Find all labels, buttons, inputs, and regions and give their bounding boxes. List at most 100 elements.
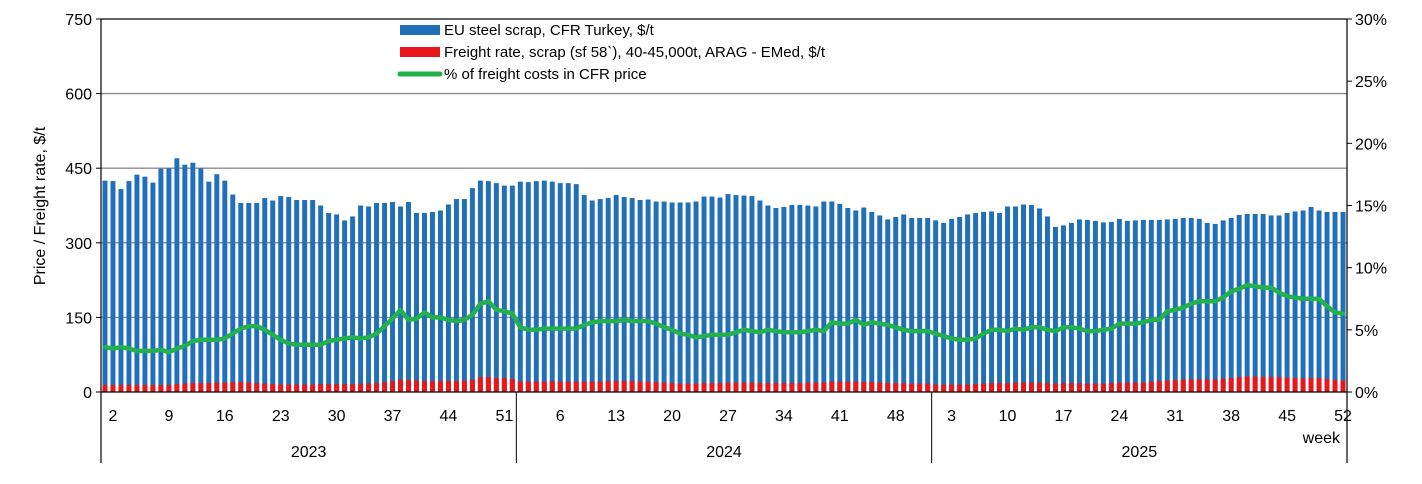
freight-rate-bar [126, 385, 132, 392]
scrap-price-bar [853, 210, 859, 392]
freight-rate-bar [997, 383, 1003, 392]
scrap-price-bar [837, 204, 843, 392]
scrap-price-bar [1212, 223, 1218, 392]
scrap-price-bar [789, 205, 795, 392]
scrap-price-bar [741, 195, 747, 392]
scrap-price-bar [1172, 218, 1178, 392]
scrap-price-bar [366, 206, 372, 392]
freight-rate-bar [781, 383, 787, 392]
scrap-price-bars [102, 158, 1346, 392]
freight-rate-bar [741, 382, 747, 392]
scrap-price-bar [310, 200, 316, 392]
freight-rate-bar [278, 384, 284, 392]
freight-rate-bar [1037, 382, 1042, 392]
x-tick-label: 51 [495, 408, 513, 425]
freight-rate-bar [1284, 377, 1290, 392]
scrap-price-bar [222, 180, 228, 392]
freight-rate-bars [102, 376, 1346, 392]
freight-rate-bar [805, 382, 811, 392]
freight-rate-bar [182, 383, 188, 392]
scrap-price-bar [1244, 213, 1250, 392]
x-tick-label: 13 [607, 408, 625, 425]
scrap-price-bar [198, 168, 204, 392]
freight-rate-bar [1316, 378, 1322, 392]
scrap-price-bar [861, 207, 867, 392]
scrap-price-bar [190, 162, 196, 392]
scrap-price-bar [1332, 211, 1338, 392]
scrap-price-bar [501, 185, 507, 392]
freight-rate-bar [1292, 378, 1298, 392]
scrap-price-bar [781, 206, 787, 392]
scrap-price-bar [557, 183, 563, 392]
freight-rate-bar [709, 383, 715, 392]
scrap-price-bar [1324, 211, 1330, 392]
scrap-price-bar [1236, 214, 1242, 392]
freight-rate-bar [1076, 383, 1082, 392]
freight-rate-bar [406, 380, 411, 392]
freight-rate-bar [246, 382, 252, 392]
scrap-price-bar [1060, 225, 1066, 392]
freight-rate-bar [645, 381, 651, 392]
legend-swatch [400, 25, 440, 35]
freight-rate-bar [445, 381, 451, 392]
freight-rate-bar [989, 383, 995, 392]
x-tick-label: 16 [216, 408, 234, 425]
freight-rate-bar [1052, 383, 1058, 392]
freight-rate-bar [158, 385, 164, 392]
freight-rate-bar [757, 383, 763, 392]
freight-rate-bar [1164, 380, 1170, 392]
scrap-price-bar [1052, 226, 1058, 392]
freight-rate-bar [190, 383, 196, 392]
freight-rate-bar [294, 384, 300, 392]
freight-rate-bar [1092, 383, 1098, 392]
freight-rate-bar [150, 385, 156, 392]
x-tick-label: 44 [440, 408, 458, 425]
x-tick-label: 9 [164, 408, 173, 425]
scrap-price-bar [941, 222, 947, 392]
freight-rate-bar [118, 385, 124, 392]
freight-rate-bar [1156, 381, 1162, 392]
freight-rate-bar [877, 382, 883, 392]
freight-rate-bar [933, 384, 939, 392]
freight-rate-bar [1196, 379, 1202, 392]
scrap-price-bar [477, 180, 483, 392]
freight-rate-bar [901, 383, 907, 392]
freight-rate-bar [917, 383, 923, 392]
year-label: 2023 [291, 444, 327, 461]
freight-rate-bar [318, 384, 324, 392]
freight-rate-bar [374, 383, 380, 392]
x-tick-label: 10 [999, 408, 1017, 425]
scrap-price-bar [453, 199, 459, 392]
scrap-price-bar [725, 194, 731, 392]
scrap-price-bar [238, 203, 244, 392]
scrap-price-bar [406, 202, 411, 392]
freight-rate-bar [1013, 382, 1019, 392]
scrap-price-bar [1068, 222, 1074, 392]
freight-rate-bar [238, 382, 244, 392]
freight-rate-bar [541, 381, 547, 392]
y-tick-label: 0 [83, 385, 92, 402]
freight-rate-bar [1005, 383, 1011, 392]
scrap-price-bar [845, 207, 851, 392]
freight-rate-bar [437, 381, 443, 392]
freight-rate-bar [326, 384, 332, 392]
scrap-price-bar [286, 197, 292, 392]
x-tick-label: 20 [663, 408, 681, 425]
scrap-price-bar [1084, 219, 1090, 392]
scrap-price-bar [1292, 211, 1298, 392]
freight-rate-bar [198, 383, 204, 392]
y2-tick-label: 15% [1355, 199, 1387, 216]
scrap-price-bar [693, 201, 699, 392]
freight-rate-bar [134, 385, 140, 392]
scrap-price-bar [613, 195, 619, 392]
freight-rate-bar [1204, 379, 1210, 392]
scrap-price-bar [150, 182, 156, 392]
freight-rate-bar [981, 383, 987, 392]
freight-rate-bar [1300, 378, 1306, 392]
freight-rate-bar [1029, 382, 1034, 392]
scrap-price-bar [1284, 212, 1290, 392]
scrap-price-bar [318, 205, 324, 392]
scrap-price-bar [973, 212, 979, 392]
legend: EU steel scrap, CFR Turkey, $/t Freight r… [397, 22, 826, 83]
